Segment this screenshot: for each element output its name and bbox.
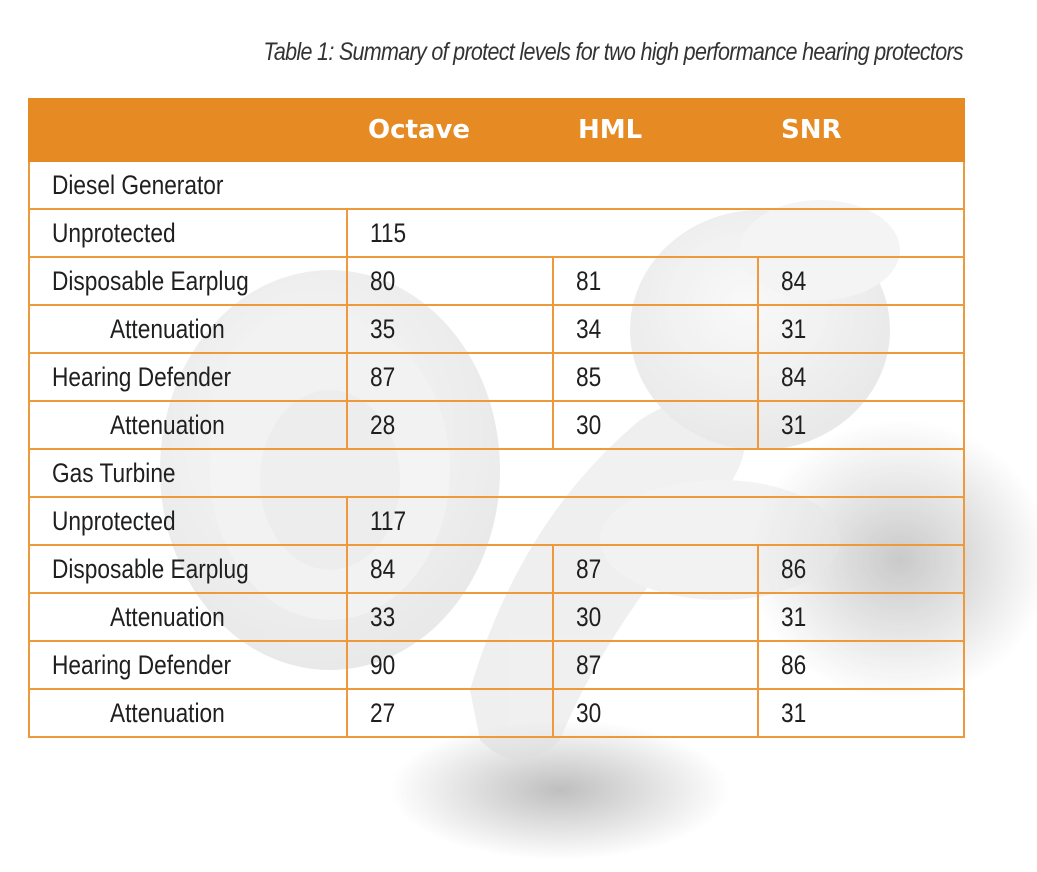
section-row-diesel-generator: Diesel Generator [28, 160, 965, 210]
table-row: Unprotected 115 [28, 208, 965, 258]
row-label: Hearing Defender [28, 352, 348, 402]
table-row: Disposable Earplug 84 87 86 [28, 544, 965, 594]
cell-snr: 86 [757, 640, 965, 690]
header-octave: Octave [346, 98, 554, 162]
cell-hml: 30 [552, 688, 759, 738]
unprotected-value: 117 [346, 496, 965, 546]
cell-hml: 30 [552, 592, 759, 642]
row-label: Attenuation [28, 304, 348, 354]
table-row: Disposable Earplug 80 81 84 [28, 256, 965, 306]
section-title: Diesel Generator [28, 160, 965, 210]
table-row: Hearing Defender 90 87 86 [28, 640, 965, 690]
row-label: Disposable Earplug [28, 544, 348, 594]
cell-hml: 87 [552, 544, 759, 594]
cell-snr: 84 [757, 352, 965, 402]
protection-levels-table: Octave HML SNR Diesel Generator Unprotec… [28, 98, 965, 738]
cell-hml: 87 [552, 640, 759, 690]
unprotected-value: 115 [346, 208, 965, 258]
row-label: Hearing Defender [28, 640, 348, 690]
table-row: Attenuation 28 30 31 [28, 400, 965, 450]
cell-octave: 80 [346, 256, 554, 306]
cell-octave: 33 [346, 592, 554, 642]
cell-octave: 35 [346, 304, 554, 354]
cell-octave: 27 [346, 688, 554, 738]
table-row: Hearing Defender 87 85 84 [28, 352, 965, 402]
row-label: Attenuation [28, 400, 348, 450]
cell-snr: 31 [757, 304, 965, 354]
section-title: Gas Turbine [28, 448, 965, 498]
header-empty [28, 98, 348, 162]
cell-octave: 28 [346, 400, 554, 450]
table-row: Unprotected 117 [28, 496, 965, 546]
cell-octave: 84 [346, 544, 554, 594]
table-header-row: Octave HML SNR [28, 98, 965, 162]
row-label: Unprotected [28, 208, 348, 258]
cell-octave: 90 [346, 640, 554, 690]
header-hml: HML [552, 98, 759, 162]
cell-octave: 87 [346, 352, 554, 402]
cell-snr: 84 [757, 256, 965, 306]
cell-snr: 31 [757, 592, 965, 642]
row-label: Attenuation [28, 592, 348, 642]
section-row-gas-turbine: Gas Turbine [28, 448, 965, 498]
cell-hml: 85 [552, 352, 759, 402]
table-row: Attenuation 27 30 31 [28, 688, 965, 738]
table-row: Attenuation 33 30 31 [28, 592, 965, 642]
row-label: Attenuation [28, 688, 348, 738]
table-row: Attenuation 35 34 31 [28, 304, 965, 354]
cell-snr: 86 [757, 544, 965, 594]
table-caption: Table 1: Summary of protect levels for t… [263, 38, 963, 66]
row-label: Disposable Earplug [28, 256, 348, 306]
cell-hml: 30 [552, 400, 759, 450]
row-label: Unprotected [28, 496, 348, 546]
header-snr: SNR [757, 98, 965, 162]
cell-snr: 31 [757, 688, 965, 738]
cell-hml: 34 [552, 304, 759, 354]
cell-snr: 31 [757, 400, 965, 450]
cell-hml: 81 [552, 256, 759, 306]
